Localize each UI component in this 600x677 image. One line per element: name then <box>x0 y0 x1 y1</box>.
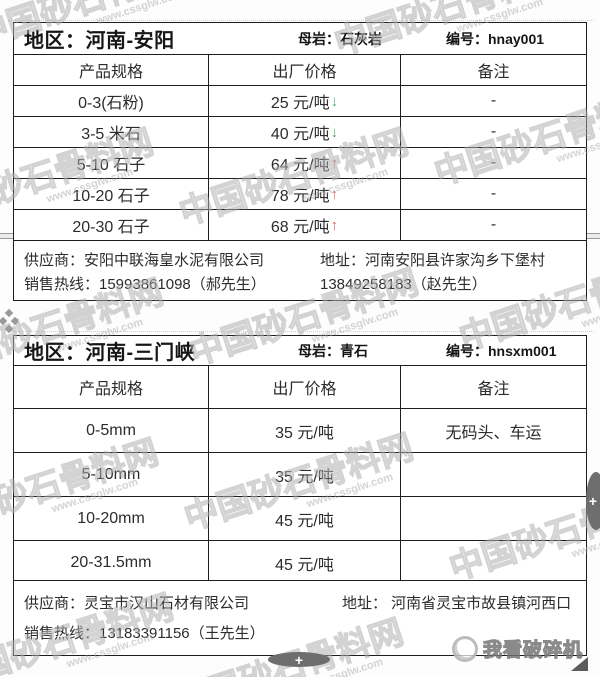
brand-text: 我看破碎机 <box>482 639 584 661</box>
trend-up-icon: ↑ <box>330 216 339 234</box>
card-title-bar: 地区：河南-三门峡 母岩：青石 编号：hnsxm001 <box>13 335 587 365</box>
supplier-name: 供应商：灵宝市汉山石材有限公司 <box>24 595 250 612</box>
col-header-price: 出厂价格 <box>209 366 401 408</box>
image-edge-line <box>8 331 594 332</box>
note-cell <box>401 541 586 584</box>
note-cell: 无码头、车运 <box>445 424 542 442</box>
note-cell: - <box>490 216 497 233</box>
brand-logo-icon <box>452 635 478 662</box>
sales-hotline: 销售热线：15993861098（郝先生） <box>24 276 266 293</box>
table-header-row: 产品规格 出厂价格 备注 <box>14 55 586 86</box>
price-cell: 45 元/吨 <box>209 541 401 584</box>
supplier-name: 供应商：安阳中联海皇水泥有限公司 <box>24 252 265 269</box>
sales-hotline: 销售热线：13183391156（王先生） <box>24 625 265 642</box>
table-row: 10-20 石子 78 元/吨 ↑ - <box>14 179 586 210</box>
col-header-spec: 产品规格 <box>14 366 209 408</box>
code-label: 编号：hnay001 <box>446 30 545 47</box>
col-header-spec: 产品规格 <box>14 55 209 85</box>
col-header-price: 出厂价格 <box>209 55 401 85</box>
price-card-sanmenxia: 地区：河南-三门峡 母岩：青石 编号：hnsxm001 产品规格 出厂价格 备注… <box>13 335 587 585</box>
spec-cell: 20-30 石子 <box>14 210 209 240</box>
price-value: 40 元/吨 <box>270 126 330 143</box>
price-cell: 35 元/吨 <box>209 453 401 496</box>
supplier-address: 地址：河南安阳县许家沟乡下堡村 <box>320 252 546 269</box>
table-row: 0-3(石粉) 25 元/吨 ↓ - <box>14 86 586 117</box>
region-label: 地区：河南-三门峡 <box>24 342 196 364</box>
spec-cell: 5-10 石子 <box>14 148 209 178</box>
price-value: 78 元/吨 <box>270 188 330 205</box>
rock-type-label: 母岩：青石 <box>298 342 368 359</box>
expand-bottom-button[interactable]: + <box>268 652 330 667</box>
trend-up-icon: ↑ <box>330 185 339 203</box>
price-cell: 78 元/吨 ↑ <box>209 179 401 209</box>
move-handle[interactable] <box>0 308 20 334</box>
col-header-note: 备注 <box>477 381 510 398</box>
card-title-bar: 地区：河南-安阳 母岩：石灰岩 编号：hnay001 <box>13 22 587 54</box>
spec-cell: 10-20 石子 <box>14 179 209 209</box>
resize-grip[interactable] <box>571 657 588 671</box>
expand-right-button[interactable]: + <box>586 472 600 530</box>
price-table: 产品规格 出厂价格 备注 0-3(石粉) 25 元/吨 ↓ - 3-5 米石 40… <box>13 54 587 241</box>
price-value: 25 元/吨 <box>270 95 330 112</box>
spec-cell: 5-10mm <box>14 453 209 496</box>
supplier-line: 销售热线：15993861098（郝先生） 13849258183（赵先生） <box>24 273 576 297</box>
spec-cell: 0-3(石粉) <box>14 86 209 116</box>
trend-up-icon: ↑ <box>330 154 339 172</box>
table-header-row: 产品规格 出厂价格 备注 <box>14 366 586 409</box>
price-table: 产品规格 出厂价格 备注 0-5mm 35 元/吨 无码头、车运 5-10mm … <box>13 365 587 585</box>
plus-icon: + <box>588 493 598 509</box>
table-row: 20-30 石子 68 元/吨 ↑ - <box>14 210 586 240</box>
price-cell: 25 元/吨 ↓ <box>209 86 401 116</box>
trend-down-icon: ↓ <box>330 123 339 141</box>
sales-hotline-2: 13849258183（赵先生） <box>320 276 487 293</box>
price-card-anyang: 地区：河南-安阳 母岩：石灰岩 编号：hnay001 产品规格 出厂价格 备注 … <box>13 22 587 241</box>
image-edge-line <box>8 20 594 21</box>
price-cell: 35 元/吨 <box>209 409 401 452</box>
note-cell: - <box>490 123 497 140</box>
spec-cell: 3-5 米石 <box>14 117 209 147</box>
table-row: 5-10 石子 64 元/吨 ↑ - <box>14 148 586 179</box>
spec-cell: 0-5mm <box>14 409 209 452</box>
move-icon <box>0 308 20 334</box>
note-cell: - <box>490 92 497 109</box>
region-label: 地区：河南-安阳 <box>24 30 175 52</box>
table-row: 20-31.5mm 45 元/吨 <box>14 541 586 584</box>
price-value: 64 元/吨 <box>270 157 330 174</box>
price-cell: 64 元/吨 ↑ <box>209 148 401 178</box>
supplier-info-anyang: 供应商：安阳中联海皇水泥有限公司 地址：河南安阳县许家沟乡下堡村 销售热线：15… <box>13 240 587 301</box>
brand-watermark: 我看破碎机 <box>452 635 583 662</box>
table-row: 3-5 米石 40 元/吨 ↓ - <box>14 117 586 148</box>
price-cell: 68 元/吨 ↑ <box>209 210 401 240</box>
spec-cell: 10-20mm <box>14 497 209 540</box>
spec-cell: 20-31.5mm <box>14 541 209 584</box>
note-cell <box>401 453 586 496</box>
note-cell: - <box>490 185 497 202</box>
supplier-address: 地址： 河南省灵宝市故县镇河西口 <box>342 595 572 612</box>
note-cell: - <box>490 154 497 171</box>
table-row: 0-5mm 35 元/吨 无码头、车运 <box>14 409 586 453</box>
col-header-note: 备注 <box>477 64 510 81</box>
supplier-line: 供应商：安阳中联海皇水泥有限公司 地址：河南安阳县许家沟乡下堡村 <box>24 249 576 273</box>
price-cell: 45 元/吨 <box>209 497 401 540</box>
price-value: 68 元/吨 <box>270 219 330 236</box>
supplier-line: 销售热线：13183391156（王先生） <box>24 619 576 649</box>
table-row: 5-10mm 35 元/吨 <box>14 453 586 497</box>
price-cell: 40 元/吨 ↓ <box>209 117 401 147</box>
supplier-line: 供应商：灵宝市汉山石材有限公司 地址： 河南省灵宝市故县镇河西口 <box>24 589 576 619</box>
code-label: 编号：hnsxm001 <box>446 342 557 359</box>
rock-type-label: 母岩：石灰岩 <box>298 30 382 47</box>
plus-icon: + <box>294 651 304 668</box>
note-cell <box>401 497 586 540</box>
supplier-info-sanmenxia: 供应商：灵宝市汉山石材有限公司 地址： 河南省灵宝市故县镇河西口 销售热线：13… <box>13 580 587 656</box>
trend-down-icon: ↓ <box>330 92 339 110</box>
table-row: 10-20mm 45 元/吨 <box>14 497 586 541</box>
